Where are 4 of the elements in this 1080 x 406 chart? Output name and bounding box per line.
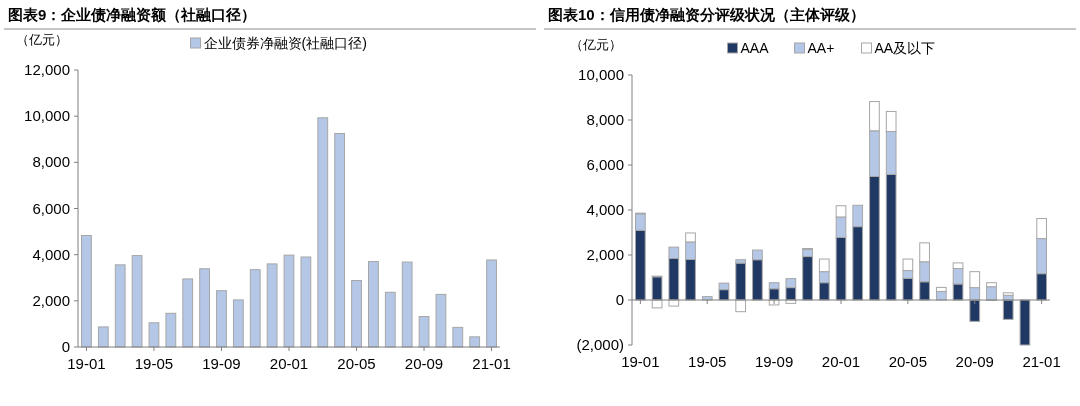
y-axis-title: （亿元） — [570, 37, 622, 52]
chart-title: 图表9：企业债净融资额（社融口径） — [8, 6, 257, 23]
y-axis-title: （亿元） — [16, 32, 68, 47]
chart-title: 图表10：信用债净融资分评级状况（主体评级） — [548, 6, 865, 23]
